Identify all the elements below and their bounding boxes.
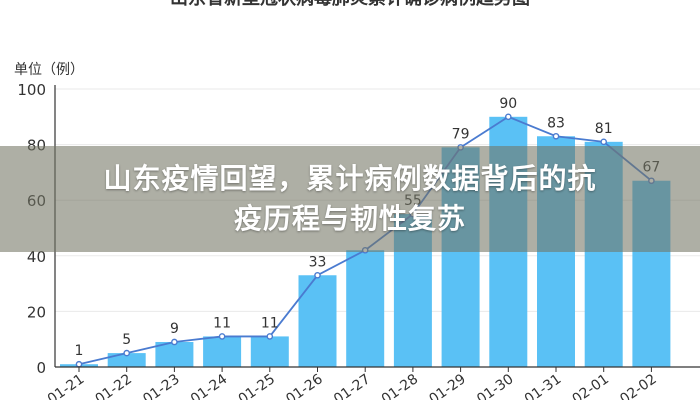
- bar: [346, 250, 385, 367]
- data-label: 5: [122, 332, 131, 348]
- data-label: 81: [595, 121, 613, 137]
- headline-line-1: 山东疫情回望，累计病例数据背后的抗: [103, 162, 597, 195]
- headline-line-2: 疫历程与韧性复苏: [233, 202, 466, 235]
- data-label: 11: [261, 315, 279, 331]
- line-point: [314, 271, 321, 279]
- x-tick-label: 01-22: [92, 371, 135, 400]
- y-tick-label: 20: [27, 303, 46, 321]
- y-tick-label: 0: [36, 359, 46, 377]
- x-tick-label: 01-29: [426, 371, 469, 400]
- x-tick-label: 01-31: [522, 371, 565, 400]
- data-label: 33: [309, 254, 327, 270]
- bar: [203, 336, 242, 367]
- bar: [155, 341, 194, 367]
- x-tick-label: 02-02: [617, 371, 660, 400]
- y-tick-label: 100: [17, 81, 46, 99]
- x-tick-label: 01-24: [188, 371, 231, 400]
- bar: [107, 353, 146, 367]
- line-point: [552, 132, 560, 140]
- bar: [250, 336, 289, 367]
- x-tick-label: 02-01: [569, 371, 612, 400]
- x-tick-label: 01-30: [474, 371, 517, 400]
- data-label: 9: [170, 321, 179, 337]
- x-tick-label: 01-25: [236, 371, 279, 400]
- headline-banner: 山东疫情回望，累计病例数据背后的抗 疫历程与韧性复苏: [0, 146, 700, 252]
- chart-title: 山东省新型冠状病毒肺炎累计确诊病例趋势图: [170, 0, 530, 9]
- x-tick-label: 01-27: [331, 371, 374, 400]
- x-tick-label: 01-23: [140, 371, 183, 400]
- data-label: 11: [213, 315, 231, 331]
- line-point: [218, 333, 226, 340]
- data-label: 83: [547, 115, 565, 131]
- x-tick-label: 01-21: [45, 371, 88, 400]
- line-point: [266, 333, 274, 340]
- data-label: 90: [499, 96, 517, 112]
- line-point: [123, 349, 130, 357]
- bar: [298, 275, 337, 367]
- line-point: [504, 113, 512, 121]
- data-label: 79: [452, 126, 470, 142]
- x-tick-label: 01-26: [283, 371, 326, 400]
- line-point: [600, 138, 608, 146]
- x-tick-label: 01-28: [379, 371, 422, 400]
- line-point: [171, 338, 178, 346]
- y-tick-label: 40: [27, 248, 46, 266]
- data-label: 1: [75, 343, 84, 359]
- y-axis-unit-label: 单位（例）: [14, 62, 84, 78]
- line-point: [75, 360, 83, 368]
